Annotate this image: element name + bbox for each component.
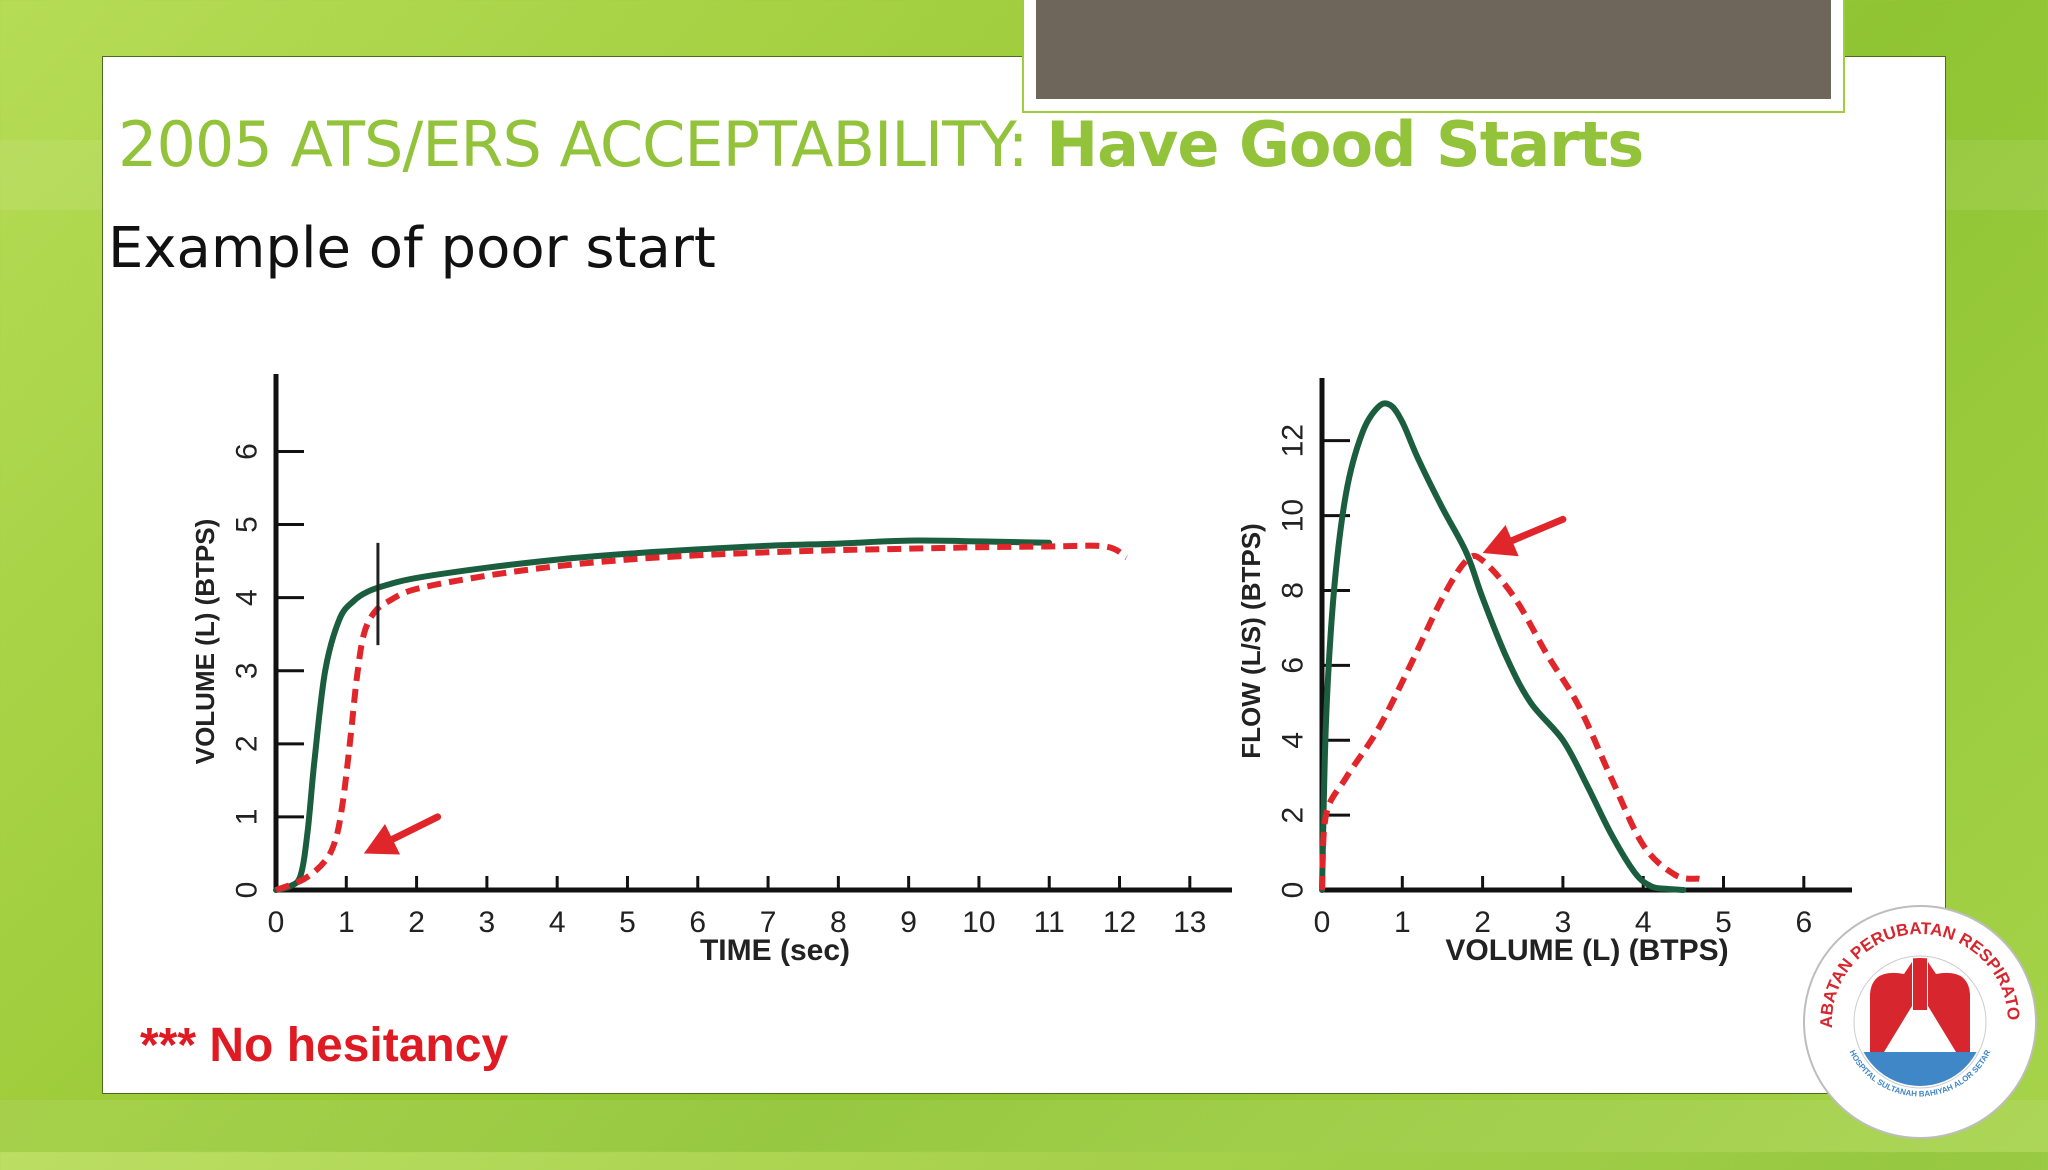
volume-chart-x-tick-label: 13 bbox=[1173, 906, 1206, 939]
volume-chart-x-tick-label: 11 bbox=[1034, 906, 1065, 939]
volume-chart-x-tick-label: 10 bbox=[962, 906, 995, 939]
flow-chart-y-tick-label: 4 bbox=[1277, 732, 1310, 749]
flow-chart-arrow-shaft bbox=[1508, 515, 1567, 545]
volume-chart-series-poor-start-line bbox=[274, 542, 1129, 893]
flow-chart-x-tick-label: 1 bbox=[1394, 906, 1411, 939]
volume-chart-arrow-shaft bbox=[389, 813, 442, 843]
flow-chart-x-tick-label: 2 bbox=[1474, 906, 1491, 939]
logo-left-lung bbox=[1870, 962, 1912, 1052]
volume-chart-y-tick-label: 3 bbox=[231, 662, 264, 679]
volume-chart-arrow-head bbox=[363, 824, 401, 855]
title-tab bbox=[1022, 0, 1845, 113]
flow-chart-x-tick-label: 0 bbox=[1314, 906, 1331, 939]
volume-chart-x-tick-label: 2 bbox=[408, 906, 425, 939]
flow-chart-x-axis-label: VOLUME (L) (BTPS) bbox=[1445, 934, 1728, 967]
flow-chart-y-tick-label: 0 bbox=[1277, 882, 1310, 899]
title-tab-inner bbox=[1036, 0, 1831, 99]
volume-chart-y-tick-label: 4 bbox=[231, 589, 264, 606]
flow-chart-y-tick-label: 6 bbox=[1277, 657, 1310, 674]
flow-chart-y-tick-label: 10 bbox=[1277, 499, 1310, 532]
volume-chart-x-tick-label: 12 bbox=[1103, 906, 1136, 939]
slide-panel bbox=[102, 56, 1946, 1094]
logo-right-lung bbox=[1928, 962, 1970, 1052]
flow-chart-x-tick-label: 3 bbox=[1555, 906, 1572, 939]
volume-chart-y-tick-label: 1 bbox=[231, 809, 264, 826]
flow-chart-y-tick-label: 2 bbox=[1277, 807, 1310, 824]
volume-chart-y-axis-label: VOLUME (L) (BTPS) bbox=[190, 519, 220, 765]
flow-chart-y-axis-label: FLOW (L/S) (BTPS) bbox=[1236, 523, 1266, 758]
flow-chart-series-poor-start-line bbox=[1319, 552, 1700, 891]
slide-subtitle: Example of poor start bbox=[108, 216, 716, 281]
volume-chart-x-axis-label: TIME (sec) bbox=[700, 934, 850, 967]
volume-chart-y-tick-label: 0 bbox=[231, 882, 264, 899]
volume-chart-x-tick-label: 6 bbox=[689, 906, 706, 939]
flow-chart-x-tick-label: 5 bbox=[1715, 906, 1732, 939]
volume-chart-y-tick-label: 2 bbox=[231, 735, 264, 752]
footnote: *** No hesitancy bbox=[140, 1019, 509, 1072]
volume-chart-x-tick-label: 3 bbox=[479, 906, 496, 939]
volume-chart-x-tick-label: 4 bbox=[549, 906, 566, 939]
logo-trachea bbox=[1913, 958, 1927, 1010]
flow-chart-series-good-start-line bbox=[1319, 400, 1687, 893]
flow-chart-x-tick-label: 6 bbox=[1795, 906, 1812, 939]
volume-chart-x-tick-label: 1 bbox=[338, 906, 355, 939]
flow-chart-y-tick-label: 12 bbox=[1277, 424, 1310, 457]
volume-chart-x-tick-label: 8 bbox=[830, 906, 847, 939]
title-bold: Have Good Starts bbox=[1046, 108, 1644, 181]
volume-chart-series-good-start-line bbox=[273, 537, 1053, 893]
flow-chart-arrow-head bbox=[1482, 524, 1519, 557]
volume-chart-x-tick-label: 0 bbox=[268, 906, 285, 939]
volume-chart-y-tick-label: 5 bbox=[231, 516, 264, 533]
volume-chart-x-tick-label: 7 bbox=[760, 906, 777, 939]
volume-chart-x-tick-label: 9 bbox=[900, 906, 917, 939]
volume-chart-y-tick-label: 6 bbox=[231, 443, 264, 460]
title-prefix: 2005 ATS/ERS ACCEPTABILITY: bbox=[118, 108, 1047, 181]
volume-chart-x-tick-label: 5 bbox=[619, 906, 636, 939]
slide-title: 2005 ATS/ERS ACCEPTABILITY: Have Good St… bbox=[118, 108, 1644, 181]
flow-chart-x-tick-label: 4 bbox=[1635, 906, 1652, 939]
department-logo: JABATAN PERUBATAN RESPIRATORI HOSPITAL S… bbox=[1800, 902, 2037, 1139]
flow-chart-y-tick-label: 8 bbox=[1277, 582, 1310, 599]
